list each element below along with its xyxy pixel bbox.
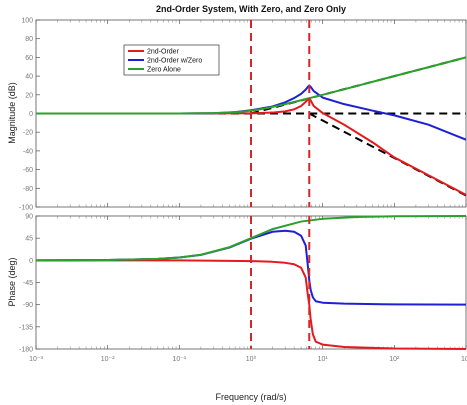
- magnitude-panel: -100 -80 -60 -40 -20 0 20 40 60 80 100: [19, 18, 467, 212]
- magnitude-y-tick-label: 0: [29, 111, 33, 118]
- legend: 2nd-Order 2nd-Order w/Zero Zero Alone: [123, 44, 220, 76]
- legend-entry: Zero Alone: [147, 67, 181, 74]
- legend-entry: 2nd-Order w/Zero: [147, 58, 202, 65]
- x-tick-label: 10²: [389, 356, 400, 363]
- magnitude-y-tick-label: -40: [23, 148, 33, 155]
- magnitude-y-tick-label: 20: [25, 92, 33, 99]
- magnitude-y-tick-label: -20: [23, 130, 33, 137]
- phase-y-tick-label: -90: [23, 302, 33, 309]
- x-tick-label: 10¹: [318, 356, 329, 363]
- phase-series-2nd-order-w-zero: [35, 229, 467, 306]
- x-tick-label: 10⁻²: [101, 356, 115, 363]
- magnitude-y-tick-label: 40: [25, 74, 33, 81]
- magnitude-y-tick-label: -60: [23, 167, 33, 174]
- phase-series-2nd-order: [35, 259, 467, 350]
- chart-title: 2nd-Order System, With Zero, and Zero On…: [156, 4, 346, 14]
- x-tick-label: 10³: [461, 356, 467, 363]
- legend-entry: 2nd-Order: [147, 49, 180, 56]
- x-tick-label: 10⁰: [246, 355, 257, 363]
- phase-y-tick-label: -180: [19, 347, 33, 354]
- magnitude-series-zero-alone: [36, 56, 467, 115]
- magnitude-y-tick-label: 100: [21, 18, 33, 25]
- phase-y-tick-label: 0: [29, 258, 33, 265]
- phase-y-tick-label: 45: [25, 236, 33, 243]
- magnitude-axis-label: Magnitude (dB): [7, 82, 17, 144]
- phase-y-tick-label: -135: [19, 324, 33, 331]
- phase-series-zero-alone: [35, 215, 467, 262]
- phase-y-tick-label: -45: [23, 280, 33, 287]
- magnitude-y-tick-label: -80: [23, 186, 33, 193]
- magnitude-y-tick-label: -100: [19, 205, 33, 212]
- x-tick-label: 10⁻¹: [172, 356, 186, 363]
- frequency-axis-label: Frequency (rad/s): [215, 392, 286, 402]
- phase-y-tick-label: 90: [25, 214, 33, 221]
- phase-panel: -180 -135 -90 -45 0 45 90: [19, 214, 467, 354]
- magnitude-y-tick-label: 60: [25, 55, 33, 62]
- x-tick-label: 10⁻³: [29, 356, 43, 363]
- magnitude-y-tick-label: 80: [25, 36, 33, 43]
- phase-axis-label: Phase (deg): [7, 257, 17, 306]
